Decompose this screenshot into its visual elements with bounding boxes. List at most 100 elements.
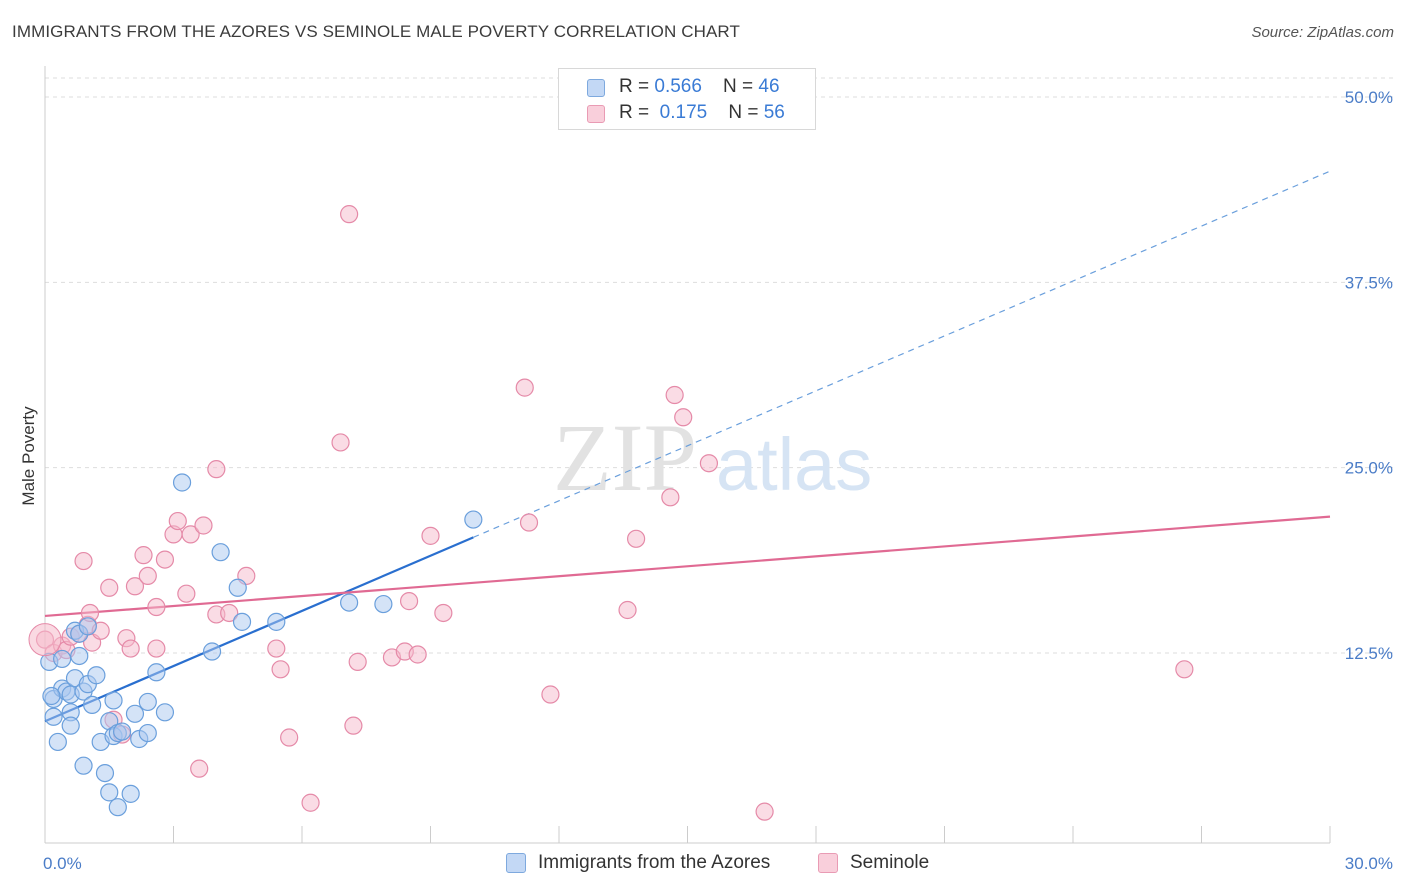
seminole-point [519, 513, 539, 532]
seminole-point [125, 577, 145, 596]
azores-point [87, 666, 106, 685]
azores-point [78, 617, 97, 636]
seminole-point [207, 460, 226, 479]
azores-point [74, 756, 93, 775]
azores-point [108, 798, 127, 817]
bottom-legend-label-azores: Immigrants from the Azores [538, 852, 771, 873]
seminole-point-large [28, 623, 62, 657]
legend-n-label: N = [723, 76, 759, 97]
legend-r-label: R = [619, 102, 655, 123]
azores-point [138, 692, 157, 712]
seminole-point [168, 511, 187, 531]
seminole-point [74, 551, 93, 571]
x-tick-label-min: 0.0% [43, 854, 82, 873]
seminole-point [147, 639, 166, 658]
seminole-point [665, 385, 684, 405]
azores-point [100, 783, 119, 802]
seminole-trend-line [44, 515, 1331, 618]
chart-title: IMMIGRANTS FROM THE AZORES VS SEMINOLE M… [12, 22, 740, 41]
seminole-point [155, 550, 175, 569]
seminole-point [755, 802, 774, 821]
seminole-point [121, 639, 140, 658]
watermark: ZIP atlas [553, 404, 872, 511]
seminole-point [194, 516, 213, 535]
seminole-point [190, 759, 209, 778]
azores-point [112, 722, 132, 741]
seminole-point [280, 728, 299, 747]
legend-swatch-pink [587, 105, 605, 123]
x-tick-label-max: 30.0% [1345, 854, 1393, 873]
seminole-point [267, 639, 286, 658]
seminole-point [177, 584, 196, 603]
legend-n-value: 46 [758, 76, 780, 97]
seminole-point [674, 408, 693, 427]
seminole-point [134, 546, 153, 565]
legend-text-azores: R = 0.566 N = 46 [619, 76, 780, 98]
seminole-point [399, 592, 419, 611]
azores-point [42, 686, 61, 706]
y-tick-label: 25.0% [1345, 459, 1393, 478]
watermark-atlas: atlas [716, 423, 872, 506]
seminole-point [147, 597, 166, 617]
legend-r-value: 0.566 [654, 76, 702, 97]
azores-point [374, 594, 393, 614]
azores-point [155, 703, 175, 722]
azores-point [232, 612, 252, 631]
azores-point [53, 649, 72, 669]
legend-text-seminole: R = 0.175 N = 56 [619, 102, 785, 124]
y-tick-label: 50.0% [1345, 88, 1393, 107]
correlation-legend: R = 0.566 N = 46 R = 0.175 N = 56 [558, 68, 816, 130]
seminole-point [541, 685, 560, 704]
seminole-point [181, 525, 200, 544]
axes: 0.0% 30.0% [43, 66, 1393, 873]
legend-swatch-blue [587, 79, 605, 97]
bottom-legend-swatch-pink [818, 853, 838, 873]
azores-point [202, 642, 222, 661]
legend-r-label: R = [619, 76, 655, 97]
seminole-point [421, 526, 440, 545]
y-axis-label: Male Poverty [19, 406, 38, 506]
seminole-point [618, 600, 637, 620]
azores-point [125, 704, 145, 723]
azores-point [44, 707, 63, 726]
azores-point [211, 543, 230, 562]
azores-point [172, 473, 192, 492]
seminole-point [331, 433, 350, 452]
seminole-point [1175, 660, 1194, 679]
seminole-point [220, 603, 239, 623]
seminole-point [344, 716, 363, 735]
seminole-point [138, 566, 157, 586]
seminole-point [515, 378, 534, 397]
azores-point [228, 578, 247, 597]
azores-point [464, 510, 483, 529]
seminole-point [626, 529, 646, 548]
seminole-point [699, 454, 719, 473]
data-points [28, 205, 1194, 821]
seminole-point [661, 488, 680, 507]
seminole-point [340, 205, 359, 224]
azores-point [104, 691, 123, 710]
azores-point [147, 663, 166, 682]
seminole-point [348, 652, 367, 671]
legend-r-value: 0.175 [659, 102, 708, 123]
seminole-point [301, 793, 320, 812]
seminole-point [100, 578, 119, 597]
azores-point [48, 732, 67, 752]
azores-point [70, 646, 89, 666]
azores-point [267, 612, 286, 631]
bottom-legend-label-seminole: Seminole [850, 852, 930, 873]
azores-trend-line [44, 536, 474, 723]
legend-n-label: N = [728, 102, 764, 123]
seminole-point [408, 645, 427, 664]
seminole-point [434, 603, 453, 623]
azores-point [61, 716, 80, 735]
y-tick-label: 12.5% [1345, 644, 1393, 663]
azores-point [138, 723, 157, 743]
legend-n-value: 56 [763, 102, 785, 123]
azores-point [83, 695, 102, 714]
azores-point [340, 593, 359, 612]
seminole-point [271, 660, 290, 679]
y-tick-label: 37.5% [1345, 273, 1393, 292]
source-credit: Source: ZipAtlas.com [1251, 24, 1394, 41]
